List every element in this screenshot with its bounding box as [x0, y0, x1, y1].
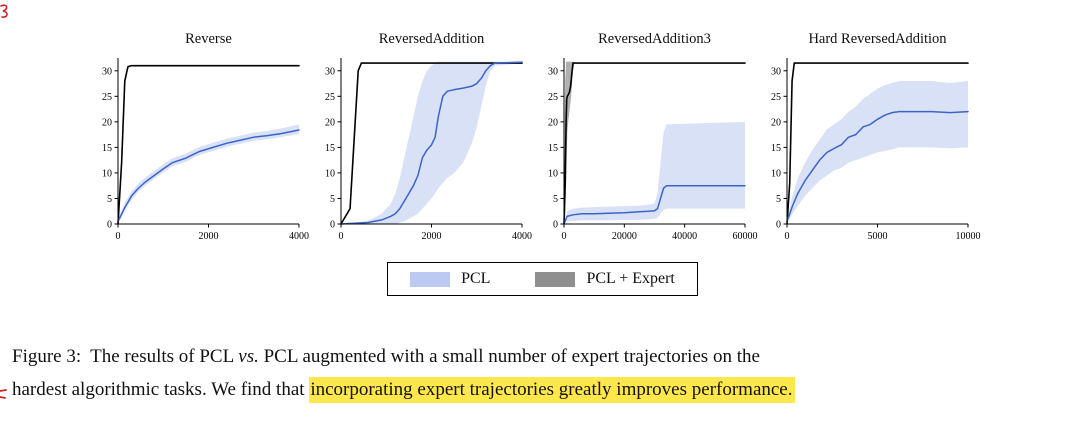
svg-text:0: 0	[107, 220, 112, 231]
figure-number-label: Figure 3:	[12, 346, 82, 367]
chart-panel-hard-reversedaddition: Hard ReversedAddition 0 5 10 15 20 25 30 0 5000 1…	[749, 28, 981, 250]
svg-text:20: 20	[771, 117, 781, 128]
svg-text:10: 10	[325, 168, 335, 179]
chart-panel-reversedaddition3: ReversedAddition3 0 5 10 15 20 25 30 0 20000 4000…	[526, 28, 758, 250]
chart-panel-reverse: Reverse 0 5 10 15 20 25 30 0 2000 4000	[80, 28, 309, 250]
svg-text:25: 25	[548, 92, 558, 103]
svg-text:5: 5	[553, 194, 558, 205]
legend-row: PCL PCL + Expert	[0, 262, 1085, 296]
legend-item-pcl: PCL	[410, 270, 490, 288]
legend-item-pcl-expert: PCL + Expert	[535, 270, 675, 288]
line-chart-reversedaddition3: 0 5 10 15 20 25 30 0 20000 40000 60000	[548, 58, 758, 242]
svg-text:5: 5	[776, 194, 781, 205]
svg-text:40000: 40000	[672, 231, 697, 242]
svg-text:0: 0	[553, 220, 558, 231]
svg-text:60000: 60000	[733, 231, 758, 242]
svg-text:10000: 10000	[956, 231, 981, 242]
legend-label-pcl: PCL	[461, 270, 491, 287]
svg-text:5: 5	[330, 194, 335, 205]
svg-text:2000: 2000	[199, 231, 219, 242]
svg-text:5: 5	[107, 194, 112, 205]
chart-title: ReversedAddition3	[598, 31, 711, 47]
svg-text:25: 25	[102, 92, 112, 103]
figure-charts-row: Reverse 0 5 10 15 20 25 30 0 2000 4000 ReversedAd…	[80, 28, 981, 250]
svg-text:20: 20	[102, 117, 112, 128]
pcl-expert-swatch-icon	[535, 271, 576, 287]
line-chart-reverse: 0 5 10 15 20 25 30 0 2000 4000	[102, 58, 309, 242]
svg-text:4000: 4000	[512, 231, 532, 242]
svg-text:2000: 2000	[422, 231, 442, 242]
svg-text:0: 0	[562, 231, 567, 242]
figure-caption: Figure 3: The results of PCL vs. PCL augm…	[12, 340, 1077, 406]
chart-title: ReversedAddition	[378, 31, 485, 47]
svg-text:15: 15	[548, 143, 558, 154]
svg-text:0: 0	[785, 231, 790, 242]
pcl-swatch-icon	[410, 271, 451, 287]
svg-text:30: 30	[548, 66, 558, 77]
svg-text:30: 30	[771, 66, 781, 77]
caption-text-2: PCL augmented with a small number of exp…	[263, 346, 760, 367]
svg-text:15: 15	[325, 143, 335, 154]
svg-text:30: 30	[102, 66, 112, 77]
chart-title: Hard ReversedAddition	[808, 31, 947, 47]
svg-text:0: 0	[116, 231, 121, 242]
svg-text:15: 15	[771, 143, 781, 154]
svg-text:30: 30	[325, 66, 335, 77]
svg-text:15: 15	[102, 143, 112, 154]
caption-vs-italic: vs.	[238, 346, 259, 367]
line-chart-hard-reversedaddition: 0 5 10 15 20 25 30 0 5000 10000	[771, 58, 981, 242]
svg-text:20: 20	[548, 117, 558, 128]
svg-text:25: 25	[325, 92, 335, 103]
chart-title: Reverse	[185, 31, 232, 47]
red-mark-artifact	[0, 389, 7, 399]
chart-panel-reversedaddition: ReversedAddition 0 5 10 15 20 25 30 0 2000 4000	[303, 28, 532, 250]
line-chart-reversedaddition: 0 5 10 15 20 25 30 0 2000 4000	[325, 58, 532, 242]
svg-text:0: 0	[330, 220, 335, 231]
svg-text:5000: 5000	[868, 231, 888, 242]
svg-text:0: 0	[339, 231, 344, 242]
svg-text:10: 10	[102, 168, 112, 179]
svg-text:10: 10	[771, 168, 781, 179]
svg-text:25: 25	[771, 92, 781, 103]
svg-text:20: 20	[325, 117, 335, 128]
svg-text:0: 0	[776, 220, 781, 231]
legend: PCL PCL + Expert	[387, 262, 698, 296]
caption-text-3: hardest algorithmic tasks. We find that	[12, 379, 305, 400]
svg-text:4000: 4000	[289, 231, 309, 242]
caption-text-1: The results of PCL	[90, 346, 234, 367]
svg-text:20000: 20000	[612, 231, 637, 242]
legend-label-pcl-expert: PCL + Expert	[586, 270, 675, 287]
caption-highlighted-text: incorporating expert trajectories greatl…	[309, 377, 795, 403]
svg-text:10: 10	[548, 168, 558, 179]
